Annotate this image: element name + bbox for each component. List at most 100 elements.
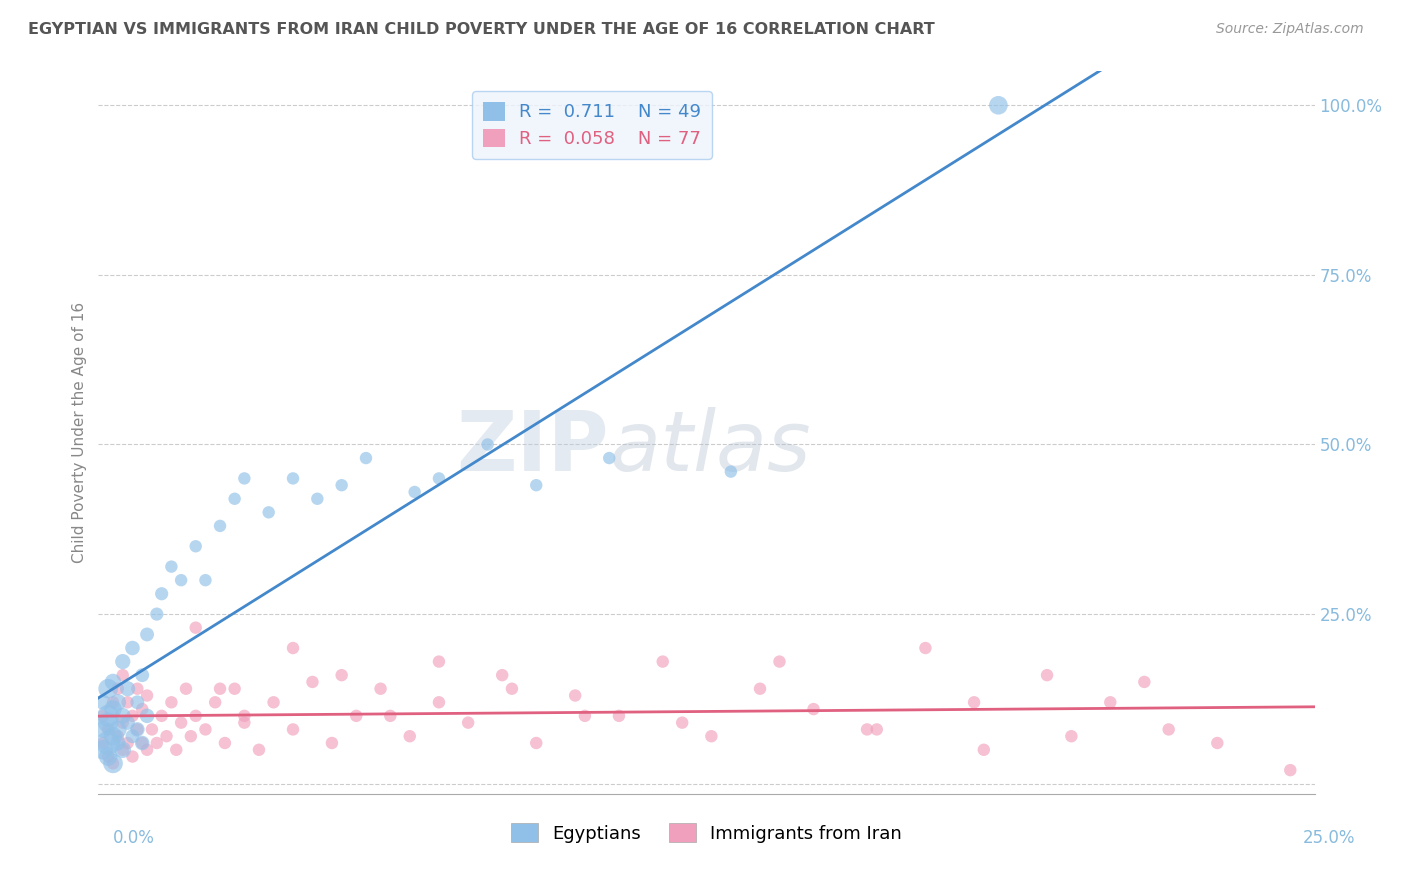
Point xyxy=(281,723,304,737)
Point xyxy=(257,505,280,519)
Text: EGYPTIAN VS IMMIGRANTS FROM IRAN CHILD POVERTY UNDER THE AGE OF 16 CORRELATION C: EGYPTIAN VS IMMIGRANTS FROM IRAN CHILD P… xyxy=(28,22,935,37)
Point xyxy=(427,655,450,669)
Y-axis label: Child Poverty Under the Age of 16: Child Poverty Under the Age of 16 xyxy=(72,302,87,563)
Point xyxy=(136,709,159,723)
Point xyxy=(97,736,120,750)
Point xyxy=(131,736,153,750)
Point xyxy=(1099,695,1122,709)
Point xyxy=(354,451,377,466)
Point xyxy=(127,723,149,737)
Point xyxy=(184,709,207,723)
Point xyxy=(146,607,169,621)
Point xyxy=(97,681,120,696)
Point xyxy=(398,729,420,743)
Point xyxy=(127,723,149,737)
Point xyxy=(131,702,153,716)
Point xyxy=(233,471,256,485)
Point xyxy=(564,689,586,703)
Point xyxy=(141,723,163,737)
Point xyxy=(117,715,139,730)
Point xyxy=(501,681,523,696)
Point xyxy=(427,695,450,709)
Point xyxy=(150,709,173,723)
Point xyxy=(107,729,129,743)
Point xyxy=(111,743,134,757)
Point xyxy=(307,491,329,506)
Point xyxy=(856,723,879,737)
Point xyxy=(233,709,256,723)
Point xyxy=(224,491,246,506)
Point xyxy=(146,736,169,750)
Point xyxy=(136,627,159,641)
Point xyxy=(101,756,124,771)
Point xyxy=(803,702,825,716)
Point xyxy=(150,587,173,601)
Point xyxy=(160,695,183,709)
Point xyxy=(1157,723,1180,737)
Point xyxy=(91,695,114,709)
Point xyxy=(184,539,207,553)
Point xyxy=(101,702,124,716)
Point xyxy=(866,723,889,737)
Point xyxy=(111,743,134,757)
Point xyxy=(344,709,367,723)
Point xyxy=(380,709,402,723)
Point xyxy=(107,736,129,750)
Text: ZIP: ZIP xyxy=(457,407,609,488)
Point xyxy=(491,668,513,682)
Point xyxy=(209,519,232,533)
Point xyxy=(671,715,693,730)
Point xyxy=(131,736,153,750)
Point xyxy=(224,681,246,696)
Point xyxy=(91,736,114,750)
Point xyxy=(263,695,285,709)
Point xyxy=(370,681,392,696)
Point xyxy=(180,729,202,743)
Point xyxy=(184,621,207,635)
Point xyxy=(111,715,134,730)
Point xyxy=(127,681,149,696)
Point xyxy=(427,471,450,485)
Point xyxy=(281,471,304,485)
Point xyxy=(720,465,742,479)
Point xyxy=(204,695,226,709)
Point xyxy=(101,729,124,743)
Point xyxy=(97,723,120,737)
Point xyxy=(101,695,124,709)
Point xyxy=(155,729,177,743)
Point xyxy=(209,681,232,696)
Point xyxy=(524,478,547,492)
Point xyxy=(170,573,193,587)
Point xyxy=(101,756,124,771)
Point xyxy=(97,715,120,730)
Point xyxy=(194,723,217,737)
Point xyxy=(117,681,139,696)
Point xyxy=(194,573,217,587)
Point xyxy=(121,709,143,723)
Point xyxy=(170,715,193,730)
Point xyxy=(330,478,353,492)
Point xyxy=(651,655,673,669)
Point xyxy=(117,695,139,709)
Point xyxy=(457,715,479,730)
Point xyxy=(1036,668,1059,682)
Point xyxy=(404,485,426,500)
Point xyxy=(97,749,120,764)
Point xyxy=(107,695,129,709)
Point xyxy=(247,743,270,757)
Point xyxy=(121,729,143,743)
Point xyxy=(574,709,596,723)
Point xyxy=(117,736,139,750)
Point xyxy=(1060,729,1083,743)
Point xyxy=(330,668,353,682)
Point xyxy=(97,749,120,764)
Point xyxy=(963,695,986,709)
Point xyxy=(91,723,114,737)
Point xyxy=(973,743,995,757)
Point xyxy=(1133,675,1156,690)
Point xyxy=(136,743,159,757)
Point xyxy=(131,668,153,682)
Point xyxy=(321,736,343,750)
Point xyxy=(111,655,134,669)
Point xyxy=(214,736,236,750)
